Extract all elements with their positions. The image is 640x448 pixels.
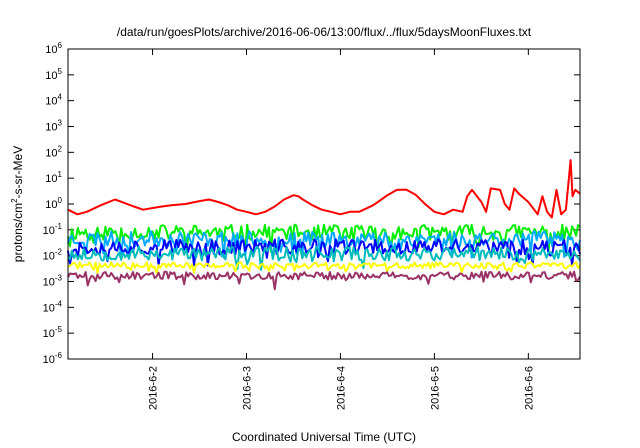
- x-axis-label: Coordinated Universal Time (UTC): [232, 430, 416, 444]
- y-tick-base: 10: [43, 354, 55, 366]
- y-tick-exp: -1: [55, 222, 63, 231]
- y-tick-label: 10-3: [43, 274, 63, 289]
- y-tick-exp: 4: [58, 93, 63, 102]
- series-line-6: [67, 270, 581, 291]
- y-tick-base: 10: [45, 70, 57, 82]
- series-line-0: [67, 159, 581, 219]
- y-tick-exp: -3: [55, 274, 63, 283]
- y-axis-label: protons/cm2-s-sr-MeV: [10, 146, 25, 262]
- y-tick-label: 106: [45, 41, 62, 56]
- y-tick-exp: -6: [55, 351, 63, 360]
- y-tick-base: 10: [43, 277, 55, 289]
- series-line-3: [67, 238, 581, 267]
- y-tick-label: 10-5: [43, 325, 63, 340]
- y-tick-base: 10: [45, 173, 57, 185]
- y-tick-label: 10-6: [43, 351, 63, 366]
- y-tick-base: 10: [45, 44, 57, 56]
- chart-title: /data/run/goesPlots/archive/2016-06-06/1…: [117, 25, 532, 39]
- x-axis-ticks: 2016-6-2 2016-6-3 2016-6-4 2016-6-5 2016-6-6: [148, 49, 535, 410]
- y-tick-label: 100: [45, 196, 62, 211]
- y-tick-exp: -2: [55, 248, 63, 257]
- y-axis-ticks: 10-610-510-410-310-210-11001011021031041…: [43, 41, 580, 366]
- y-tick-exp: 1: [58, 170, 63, 179]
- x-tick-label: 2016-6-4: [335, 366, 347, 410]
- y-tick-exp: 6: [58, 41, 63, 50]
- y-tick-exp: 0: [58, 196, 63, 205]
- plot-lines: [67, 159, 581, 291]
- x-tick-label: 2016-6-3: [241, 366, 253, 410]
- y-tick-label: 105: [45, 67, 62, 82]
- y-tick-exp: -4: [55, 299, 63, 308]
- y-tick-exp: 3: [58, 119, 63, 128]
- y-tick-base: 10: [43, 225, 55, 237]
- plot-frame: [67, 48, 581, 360]
- y-tick-label: 10-2: [43, 248, 63, 263]
- y-tick-base: 10: [43, 251, 55, 263]
- y-tick-label: 101: [45, 170, 62, 185]
- y-tick-base: 10: [43, 328, 55, 340]
- y-tick-base: 10: [45, 199, 57, 211]
- y-tick-exp: 5: [58, 67, 63, 76]
- y-tick-label: 10-1: [43, 222, 63, 237]
- y-tick-base: 10: [43, 302, 55, 314]
- y-tick-base: 10: [45, 122, 57, 134]
- series-line-5: [67, 261, 581, 274]
- y-tick-label: 104: [45, 93, 62, 108]
- y-tick-exp: 2: [58, 144, 63, 153]
- y-tick-label: 102: [45, 144, 62, 159]
- y-tick-label: 103: [45, 119, 62, 134]
- x-tick-label: 2016-6-6: [523, 366, 535, 410]
- y-tick-label: 10-4: [43, 299, 63, 314]
- x-tick-label: 2016-6-2: [148, 366, 160, 410]
- y-tick-base: 10: [45, 96, 57, 108]
- y-tick-exp: -5: [55, 325, 63, 334]
- y-tick-base: 10: [45, 147, 57, 159]
- x-tick-label: 2016-6-5: [429, 366, 441, 410]
- series-line-4: [67, 245, 581, 271]
